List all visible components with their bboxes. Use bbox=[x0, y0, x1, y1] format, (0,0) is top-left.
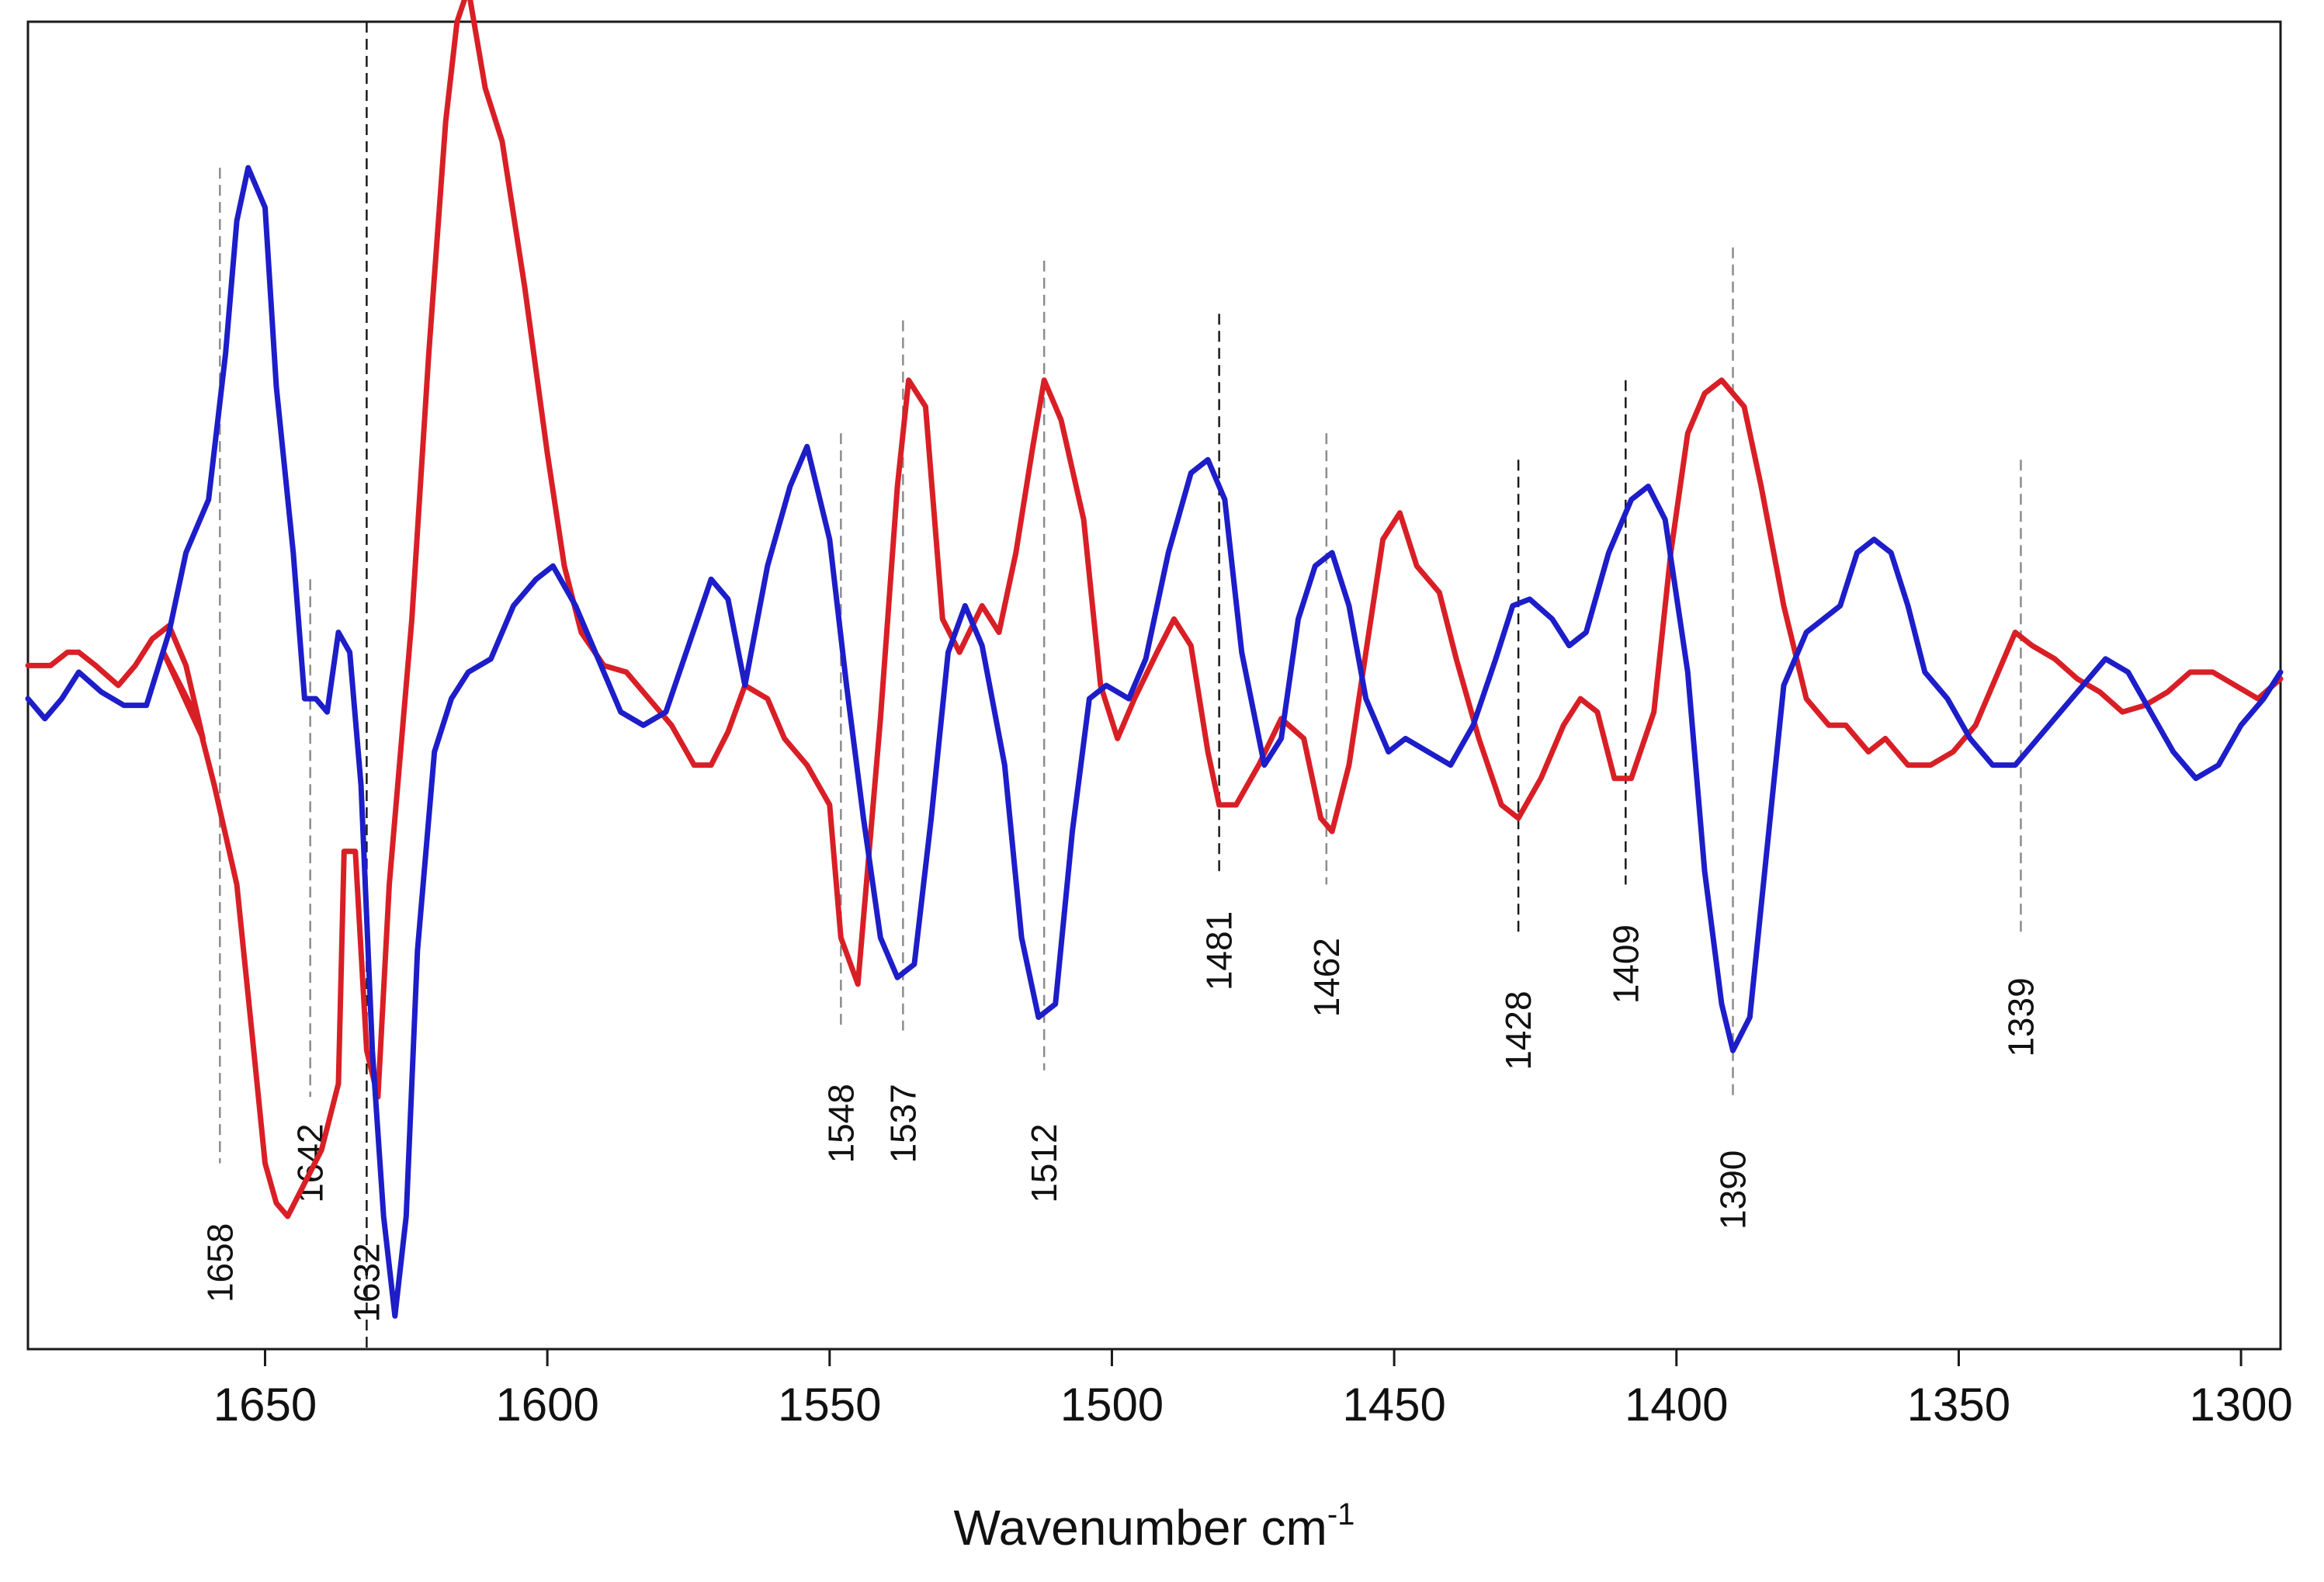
peak-label-1428: 1428 bbox=[1498, 990, 1538, 1070]
peak-label-1462: 1462 bbox=[1306, 938, 1347, 1017]
x-tick-label-1600: 1600 bbox=[495, 1379, 598, 1431]
peak-label-1409: 1409 bbox=[1605, 925, 1646, 1004]
x-axis-title-superscript: -1 bbox=[1327, 1497, 1355, 1532]
peak-label-1632: 1632 bbox=[346, 1243, 387, 1322]
peak-label-1481: 1481 bbox=[1199, 911, 1240, 990]
peak-label-1390: 1390 bbox=[1713, 1150, 1753, 1230]
peak-label-1658: 1658 bbox=[199, 1223, 240, 1303]
x-tick-label-1450: 1450 bbox=[1342, 1379, 1445, 1431]
series-line-red bbox=[25, 0, 2284, 1219]
x-tick-label-1550: 1550 bbox=[778, 1379, 881, 1431]
peak-label-1339: 1339 bbox=[2000, 977, 2041, 1056]
peak-label-1512: 1512 bbox=[1024, 1123, 1064, 1202]
x-tick-label-1350: 1350 bbox=[1907, 1379, 2010, 1431]
x-axis-title-text: Wavenumber cm bbox=[954, 1500, 1327, 1556]
x-tick-label-1500: 1500 bbox=[1060, 1379, 1164, 1431]
spectrum-series bbox=[25, 0, 2284, 1319]
plot-frame bbox=[26, 20, 2282, 1351]
series-line-blue bbox=[25, 165, 2284, 1319]
x-tick-label-1300: 1300 bbox=[2189, 1379, 2292, 1431]
peak-label-1548: 1548 bbox=[820, 1084, 861, 1163]
x-axis-title: Wavenumber cm-1 bbox=[954, 1497, 1355, 1556]
x-tick-label-1650: 1650 bbox=[213, 1379, 317, 1431]
x-axis-ticks: 1650 1600 1550 1500 1450 1400 1350 1300 bbox=[213, 1349, 2293, 1431]
x-tick-label-1400: 1400 bbox=[1625, 1379, 1728, 1431]
peak-label-1537: 1537 bbox=[883, 1084, 923, 1163]
